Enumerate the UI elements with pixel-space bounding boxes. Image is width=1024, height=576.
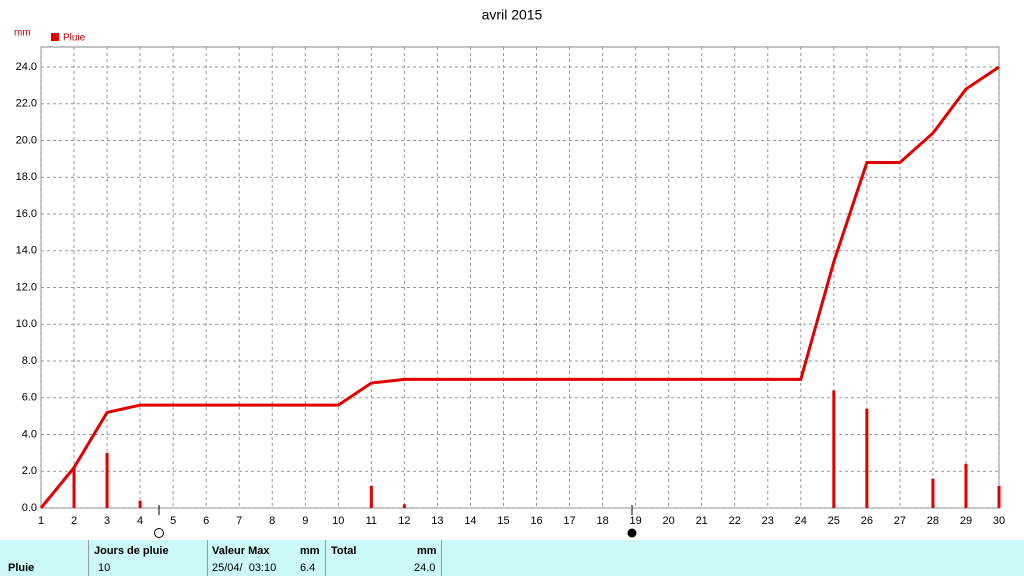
y-tick-label: 0.0 xyxy=(22,502,37,514)
chart: avril 2015 mm 0.0 2.0 4.0 6.0 8.0 10.0 12.0 14.… xyxy=(14,7,1005,538)
x-tick-label: 8 xyxy=(269,515,275,527)
x-tick-label: 22 xyxy=(729,515,741,527)
x-tick-label: 16 xyxy=(530,515,542,527)
row-label: Pluie xyxy=(8,562,35,574)
header: Total xyxy=(331,545,357,557)
bar xyxy=(105,452,109,508)
bar xyxy=(138,500,142,508)
x-tick-label: 13 xyxy=(431,515,443,527)
bar xyxy=(369,485,373,508)
x-tick-label: 18 xyxy=(596,515,608,527)
x-tick-label: 12 xyxy=(398,515,410,527)
legend-label: Pluie xyxy=(63,33,86,44)
cell: 6.4 xyxy=(300,562,316,574)
y-tick-label: 24.0 xyxy=(16,61,37,73)
bar xyxy=(865,408,869,508)
x-tick-label: 4 xyxy=(137,515,143,527)
chart-title: avril 2015 xyxy=(482,7,543,23)
line xyxy=(39,65,1000,509)
x-tick-label: 5 xyxy=(170,515,176,527)
x-tick-label: 19 xyxy=(629,515,641,527)
x-tick-label: 14 xyxy=(464,515,476,527)
bar xyxy=(964,463,968,508)
header: mm xyxy=(300,545,320,557)
bar xyxy=(997,485,1001,508)
y-tick-label: 16.0 xyxy=(16,208,37,220)
x-tick-label: 2 xyxy=(71,515,77,527)
x-tick-label: 28 xyxy=(927,515,939,527)
legend-swatch xyxy=(51,33,59,41)
summary-table: Pluie Jours de pluie Valeur Max mm Total… xyxy=(0,540,1024,576)
y-tick-label: 10.0 xyxy=(16,318,37,330)
x-tick-label: 27 xyxy=(894,515,906,527)
y-tick-label: 18.0 xyxy=(16,171,37,183)
y-tick-label: 14.0 xyxy=(16,245,37,257)
x-tick-label: 21 xyxy=(696,515,708,527)
y-tick-label: 4.0 xyxy=(22,428,37,440)
x-tick-label: 24 xyxy=(795,515,807,527)
x-tick-label: 29 xyxy=(960,515,972,527)
y-tick-label: 22.0 xyxy=(16,98,37,110)
x-tick-label: 17 xyxy=(563,515,575,527)
header: Jours de pluie xyxy=(94,545,169,557)
header: mm xyxy=(417,545,437,557)
x-tick-label: 1 xyxy=(38,515,44,527)
cell: 24.0 xyxy=(414,562,436,574)
x-tick-label: 15 xyxy=(497,515,509,527)
x-tick-label: 25 xyxy=(828,515,840,527)
y-tick-label: 6.0 xyxy=(22,392,37,404)
x-tick-label: 10 xyxy=(332,515,344,527)
plot-frame xyxy=(40,46,1000,509)
y-unit: mm xyxy=(14,28,31,39)
y-tick-label: 2.0 xyxy=(22,465,37,477)
bar xyxy=(931,478,935,508)
bar xyxy=(402,504,406,508)
x-tick-label: 9 xyxy=(302,515,308,527)
bar xyxy=(72,467,76,508)
y-tick-label: 12.0 xyxy=(16,281,37,293)
x-tick-label: 30 xyxy=(993,515,1005,527)
moon-icon xyxy=(627,528,637,538)
x-tick-label: 3 xyxy=(104,515,110,527)
x-tick-label: 6 xyxy=(203,515,209,527)
x-tick-label: 26 xyxy=(861,515,873,527)
cell: 25/04/ 03:10 xyxy=(212,562,277,574)
y-tick-label: 20.0 xyxy=(16,134,37,146)
x-tick-label: 20 xyxy=(663,515,675,527)
x-tick-label: 11 xyxy=(366,515,377,527)
x-tick-label: 7 xyxy=(236,515,242,527)
bar xyxy=(832,390,836,508)
header: Valeur Max xyxy=(212,545,270,557)
x-tick-label: 23 xyxy=(762,515,774,527)
cell: 10 xyxy=(98,562,111,574)
moon-icon xyxy=(154,528,164,538)
y-tick-label: 8.0 xyxy=(22,355,37,367)
